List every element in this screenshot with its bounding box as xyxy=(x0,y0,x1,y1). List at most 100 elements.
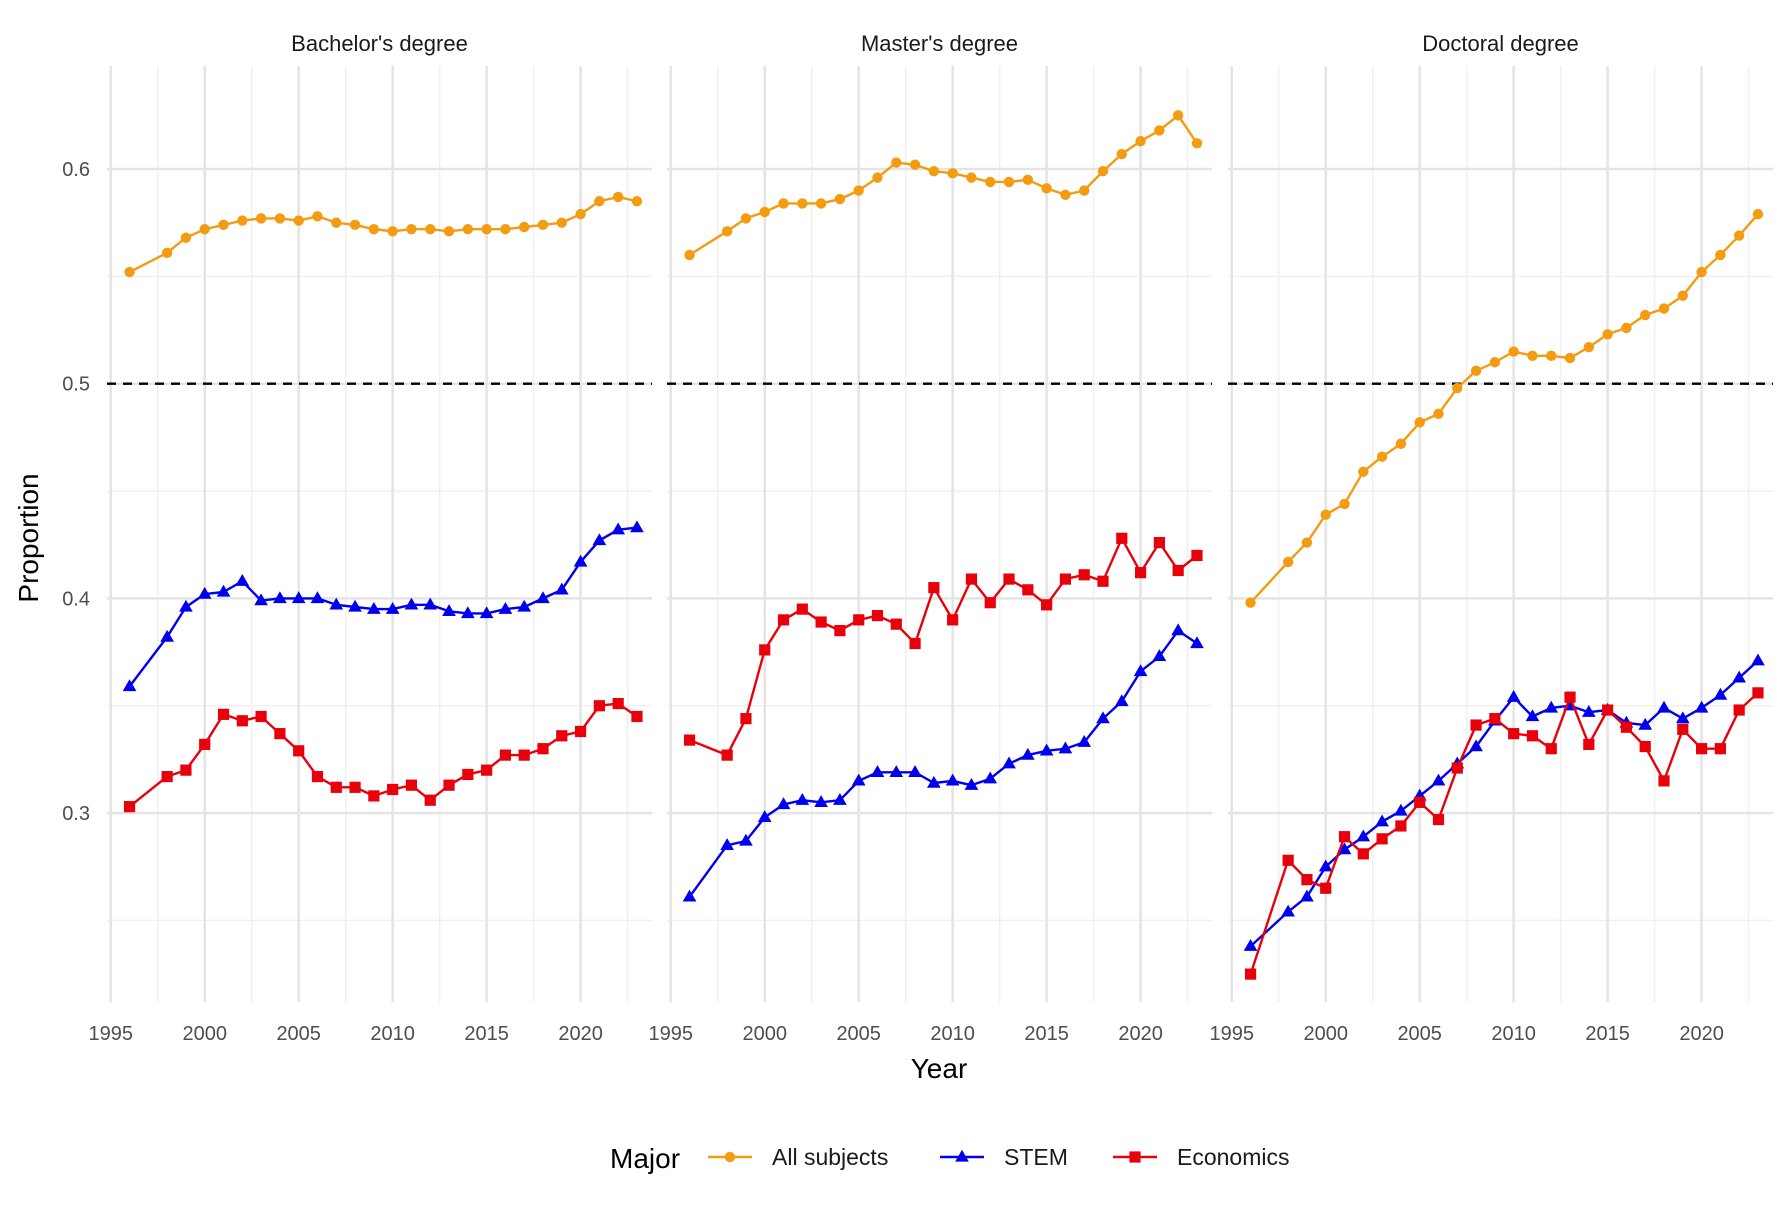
data-point xyxy=(612,697,624,710)
data-point xyxy=(1414,796,1426,808)
y-tick-label: 0.6 xyxy=(62,159,90,181)
facet-title: Bachelor's degree xyxy=(291,31,468,56)
data-point xyxy=(274,213,286,224)
data-point xyxy=(387,226,398,237)
x-tick-label: 2020 xyxy=(1118,1023,1163,1045)
data-point xyxy=(966,172,977,183)
data-point xyxy=(573,554,588,567)
data-point xyxy=(909,159,921,170)
data-point xyxy=(1190,636,1204,649)
data-point xyxy=(1058,741,1073,754)
data-point xyxy=(1696,266,1707,278)
data-point xyxy=(1041,183,1052,194)
data-point xyxy=(815,198,827,209)
data-point xyxy=(1508,728,1520,740)
data-point xyxy=(1243,938,1258,951)
y-tick-label: 0.3 xyxy=(62,803,90,825)
data-point xyxy=(368,790,380,802)
data-point xyxy=(1133,664,1148,677)
data-point xyxy=(349,219,361,231)
x-tick-label: 2005 xyxy=(1397,1023,1442,1045)
data-point xyxy=(537,219,549,231)
data-point xyxy=(1097,575,1109,587)
data-point xyxy=(1431,773,1446,786)
data-point xyxy=(199,738,211,750)
data-point xyxy=(592,533,607,546)
data-point xyxy=(1376,451,1388,462)
data-point xyxy=(1172,110,1184,121)
legend-entry: Economics xyxy=(1113,1144,1289,1170)
legend-key-marker xyxy=(724,1151,736,1163)
data-point xyxy=(1003,176,1015,188)
data-point xyxy=(536,591,550,604)
data-point xyxy=(1244,968,1257,980)
data-point xyxy=(1171,623,1186,636)
data-point xyxy=(1733,230,1745,241)
data-point xyxy=(1658,303,1670,314)
data-point xyxy=(235,574,250,586)
data-point xyxy=(594,196,605,207)
data-point xyxy=(404,597,419,610)
data-point xyxy=(1097,165,1109,177)
data-point xyxy=(179,599,193,612)
data-point xyxy=(721,226,733,237)
data-point xyxy=(498,601,513,614)
data-point xyxy=(631,196,643,207)
data-point xyxy=(1338,831,1351,843)
data-point xyxy=(500,223,511,235)
x-tick-label: 2000 xyxy=(742,1023,787,1045)
data-point xyxy=(424,794,436,806)
facet-title: Doctoral degree xyxy=(1422,31,1579,56)
data-point xyxy=(984,597,996,609)
data-point xyxy=(871,609,884,622)
legend-title: Major xyxy=(610,1143,680,1174)
data-point xyxy=(611,522,626,535)
data-point xyxy=(1282,556,1294,568)
data-point xyxy=(1320,509,1331,520)
data-point xyxy=(759,206,770,218)
data-point xyxy=(519,221,530,233)
data-point xyxy=(122,679,137,692)
data-point xyxy=(1060,189,1071,201)
data-point xyxy=(479,606,494,619)
data-point xyxy=(1337,842,1352,855)
data-point xyxy=(499,749,512,761)
data-point xyxy=(797,198,808,209)
data-point xyxy=(1096,711,1110,724)
data-point xyxy=(1525,709,1540,722)
data-point xyxy=(481,764,493,776)
x-tick-label: 1995 xyxy=(1210,1023,1255,1045)
data-point xyxy=(740,713,752,725)
data-point xyxy=(1694,700,1709,713)
data-point xyxy=(425,223,436,235)
data-point xyxy=(1695,743,1708,755)
data-point xyxy=(1152,649,1167,662)
data-point xyxy=(890,618,902,630)
data-point xyxy=(1526,730,1539,742)
data-point xyxy=(891,157,902,168)
data-point xyxy=(1116,148,1127,160)
data-point xyxy=(255,213,267,224)
data-point xyxy=(1713,687,1728,700)
x-tick-label: 2000 xyxy=(1303,1023,1348,1045)
x-tick-label: 2020 xyxy=(558,1023,603,1045)
data-point xyxy=(872,172,883,183)
data-point xyxy=(293,215,304,226)
data-point xyxy=(310,591,325,604)
data-point xyxy=(574,725,587,738)
data-point xyxy=(556,217,567,228)
data-point xyxy=(945,773,960,786)
data-point xyxy=(909,637,921,650)
data-point xyxy=(815,616,827,628)
data-point xyxy=(1470,719,1482,731)
data-point xyxy=(834,193,846,205)
data-point xyxy=(630,520,644,533)
data-point xyxy=(331,217,342,228)
data-point xyxy=(387,783,399,796)
data-point xyxy=(367,601,381,614)
data-point xyxy=(349,781,361,793)
data-point xyxy=(1602,704,1614,716)
data-point xyxy=(833,793,847,805)
data-point xyxy=(1357,848,1369,860)
